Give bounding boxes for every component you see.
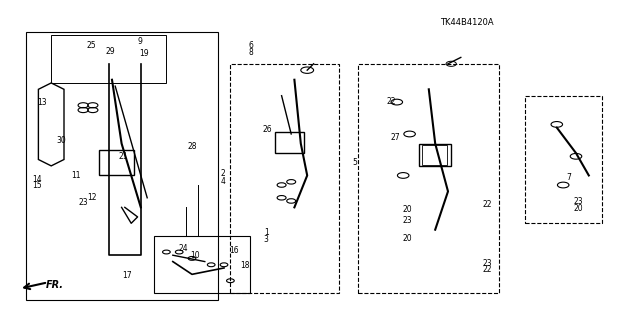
Text: 23: 23 [78, 198, 88, 207]
Bar [26, 32, 218, 300]
Text: 18: 18 [240, 261, 249, 270]
Bar [51, 35, 166, 83]
Text: 22: 22 [483, 265, 492, 274]
Text: 11: 11 [71, 171, 80, 180]
Text: 6: 6 [248, 41, 253, 50]
Bar [230, 64, 339, 293]
Bar [358, 64, 499, 293]
Text: 2: 2 [220, 169, 225, 178]
Polygon shape [38, 83, 64, 166]
Bar [275, 132, 304, 153]
Text: 17: 17 [122, 271, 132, 280]
Text: 22: 22 [387, 97, 396, 106]
Text: 30: 30 [56, 136, 66, 145]
Text: 21: 21 [118, 152, 127, 161]
Text: 12: 12 [87, 193, 96, 202]
Text: 5: 5 [353, 158, 358, 167]
Text: 22: 22 [483, 200, 492, 209]
Text: 3: 3 [264, 235, 269, 244]
Text: 19: 19 [139, 49, 149, 58]
Text: 15: 15 [32, 181, 42, 190]
Text: 29: 29 [105, 47, 115, 56]
Text: TK44B4120A: TK44B4120A [440, 18, 494, 27]
Text: 20: 20 [402, 234, 412, 243]
Text: 10: 10 [190, 251, 200, 260]
Text: 8: 8 [248, 48, 253, 57]
Bar [525, 96, 602, 223]
Text: 20: 20 [573, 204, 583, 213]
Text: 28: 28 [188, 142, 196, 151]
Bar [419, 144, 451, 166]
Bar [154, 236, 250, 293]
Text: 20: 20 [402, 205, 412, 214]
Text: 9: 9 [137, 37, 142, 46]
Text: 25: 25 [86, 41, 97, 50]
Text: 13: 13 [36, 98, 47, 107]
Text: 7: 7 [566, 173, 571, 182]
Text: 24: 24 [179, 244, 189, 253]
Text: 23: 23 [402, 216, 412, 225]
Text: 1: 1 [264, 228, 269, 237]
Text: 23: 23 [573, 197, 583, 206]
Text: 27: 27 [390, 133, 401, 142]
Text: 4: 4 [220, 177, 225, 186]
Bar [99, 150, 134, 175]
Text: 26: 26 [262, 125, 273, 134]
Bar [422, 145, 447, 165]
Text: 16: 16 [229, 246, 239, 255]
Text: 23: 23 [483, 259, 493, 268]
Text: FR.: FR. [46, 279, 64, 290]
Text: 14: 14 [32, 175, 42, 184]
